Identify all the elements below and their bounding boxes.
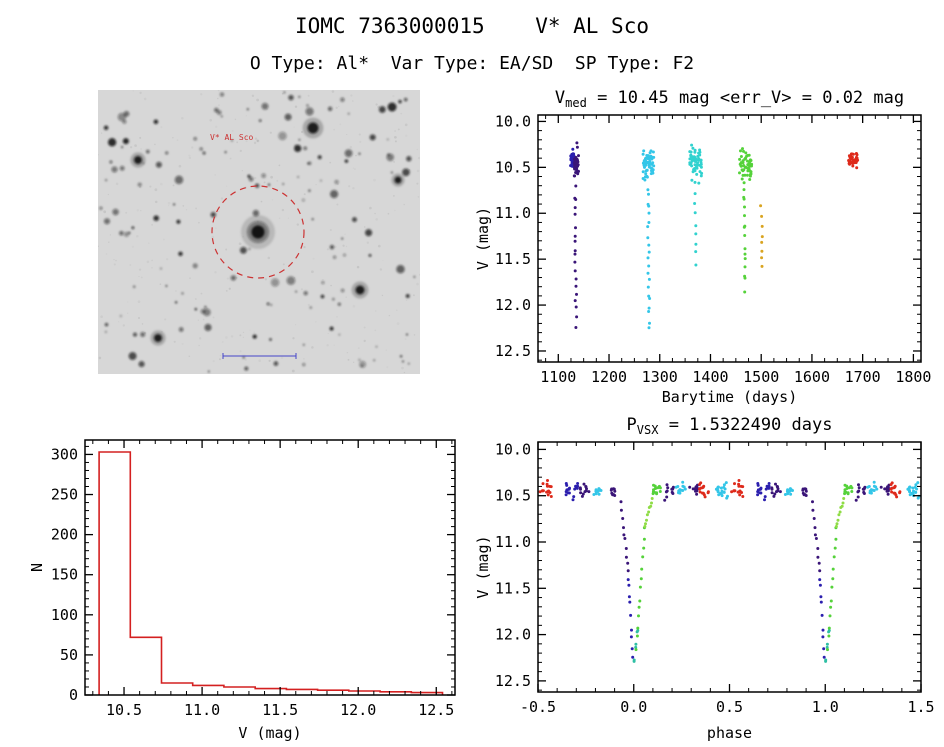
svg-text:250: 250 bbox=[51, 486, 78, 504]
svg-text:11.5: 11.5 bbox=[495, 579, 531, 597]
svg-text:-0.5: -0.5 bbox=[520, 698, 556, 716]
svg-text:1.0: 1.0 bbox=[812, 698, 839, 716]
svg-text:11.5: 11.5 bbox=[262, 701, 298, 719]
svg-text:V* AL Sco: V* AL Sco bbox=[210, 133, 254, 142]
svg-text:Vmed = 10.45 mag <err_V> = 0.0: Vmed = 10.45 mag <err_V> = 0.02 mag bbox=[555, 88, 904, 110]
svg-text:1.5: 1.5 bbox=[907, 698, 934, 716]
svg-text:12.5: 12.5 bbox=[418, 701, 454, 719]
svg-text:1600: 1600 bbox=[794, 368, 830, 386]
svg-text:phase: phase bbox=[707, 724, 752, 742]
svg-text:Barytime (days): Barytime (days) bbox=[662, 388, 797, 406]
svg-text:V (mag): V (mag) bbox=[474, 535, 492, 598]
svg-text:10.5: 10.5 bbox=[495, 158, 531, 176]
svg-text:0.5: 0.5 bbox=[716, 698, 743, 716]
svg-text:1400: 1400 bbox=[692, 368, 728, 386]
svg-text:0.0: 0.0 bbox=[620, 698, 647, 716]
svg-text:1700: 1700 bbox=[845, 368, 881, 386]
svg-text:1500: 1500 bbox=[743, 368, 779, 386]
svg-text:1100: 1100 bbox=[540, 368, 576, 386]
svg-text:12.5: 12.5 bbox=[495, 342, 531, 360]
svg-text:10.5: 10.5 bbox=[106, 701, 142, 719]
svg-text:V (mag): V (mag) bbox=[238, 724, 301, 742]
page-title: IOMC 7363000015 V* AL Sco bbox=[294, 14, 649, 38]
lightcurve-plot: 1100 1200 1300 1400 1500 1600 1700 1800 10.0 10.5… bbox=[470, 85, 944, 414]
svg-text:12.0: 12.0 bbox=[340, 701, 376, 719]
svg-text:V (mag): V (mag) bbox=[474, 207, 492, 270]
svg-text:12.0: 12.0 bbox=[495, 626, 531, 644]
svg-text:12.0: 12.0 bbox=[495, 296, 531, 314]
svg-text:N: N bbox=[28, 563, 46, 572]
svg-text:10.5: 10.5 bbox=[495, 487, 531, 505]
svg-text:10.0: 10.0 bbox=[495, 112, 531, 130]
svg-text:12.5: 12.5 bbox=[495, 672, 531, 690]
svg-text:200: 200 bbox=[51, 526, 78, 544]
page-subtitle: O Type: Al* Var Type: EA/SD SP Type: F2 bbox=[249, 53, 695, 74]
svg-text:1300: 1300 bbox=[642, 368, 678, 386]
svg-text:11.5: 11.5 bbox=[495, 250, 531, 268]
svg-text:10.0: 10.0 bbox=[495, 440, 531, 458]
svg-text:11.0: 11.0 bbox=[495, 204, 531, 222]
svg-text:300: 300 bbox=[51, 445, 78, 463]
svg-text:11.0: 11.0 bbox=[495, 533, 531, 551]
svg-text:11.0: 11.0 bbox=[184, 701, 220, 719]
svg-text:0: 0 bbox=[69, 686, 78, 704]
svg-text:1800: 1800 bbox=[895, 368, 931, 386]
magnitude-histogram-plot: 10.5 11.0 11.5 12.0 12.5 0 50 100 150 200 250 300 V … bbox=[20, 425, 480, 747]
svg-text:PVSX = 1.5322490 days: PVSX = 1.5322490 days bbox=[627, 415, 833, 437]
phase-folded-plot: -0.5 0.0 0.5 1.0 1.5 10.0 10.5 11.0 11.5 12.0 12.5… bbox=[470, 408, 944, 747]
finder-chart-image: V* AL Sco bbox=[97, 89, 421, 378]
svg-text:150: 150 bbox=[51, 566, 78, 584]
svg-text:50: 50 bbox=[60, 646, 78, 664]
svg-text:1200: 1200 bbox=[591, 368, 627, 386]
svg-text:100: 100 bbox=[51, 606, 78, 624]
